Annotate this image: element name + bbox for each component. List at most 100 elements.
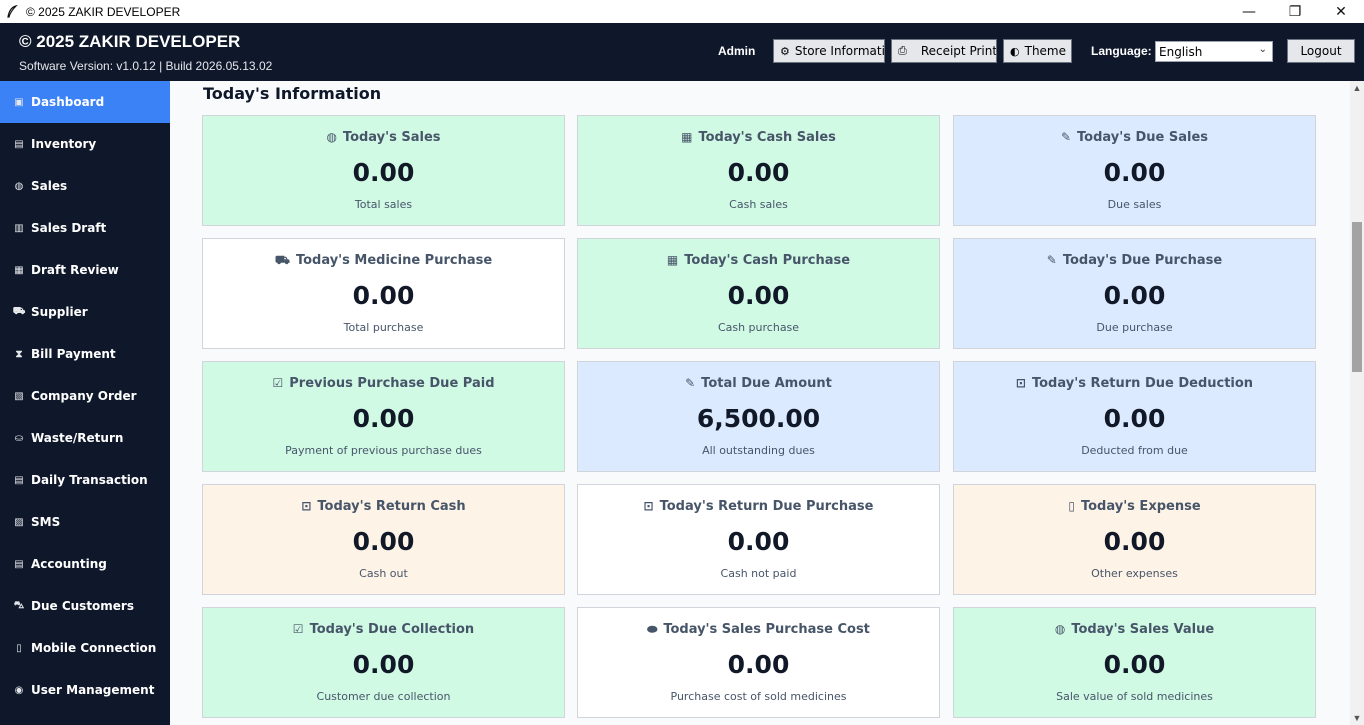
sidebar-item-due-customers[interactable]: ⛍ Due Customers — [0, 585, 170, 627]
card-today-s-return-due-purchase: ⊡ Today's Return Due Purchase 0.00 Cash not… — [577, 484, 940, 595]
window-title-bar: © 2025 ZAKIR DEVELOPER — ❐ ✕ — [0, 0, 1364, 23]
card-today-s-due-collection: ☑ Today's Due Collection 0.00 Customer due … — [202, 607, 565, 718]
sidebar-item-bill-payment[interactable]: ⧗ Bill Payment — [0, 333, 170, 375]
sidebar-supplier-icon: ⛟ — [12, 305, 26, 317]
card-today-s-due-purchase: ✎ Today's Due Purchase 0.00 Due purchase — [953, 238, 1316, 349]
receipt-print-button[interactable]: ⎙ Receipt Print — [891, 39, 997, 63]
store-information-button[interactable]: ⚙ Store Informatic — [773, 39, 885, 63]
expense-icon: ▯ — [1068, 499, 1075, 513]
sidebar-sales-draft-icon: ▥ — [14, 222, 24, 234]
card-title: ⬬ Today's Sales Purchase Cost — [578, 622, 939, 637]
sidebar-item-draft-review[interactable]: ▦ Draft Review — [0, 249, 170, 291]
sidebar-item-sales-draft[interactable]: ▥ Sales Draft — [0, 207, 170, 249]
sidebar-item-label: Bill Payment — [31, 347, 116, 361]
card-title-label: Today's Sales — [342, 130, 441, 145]
card-subtitle: Cash not paid — [720, 567, 797, 580]
card-subtitle: Sale value of sold medicines — [1056, 690, 1213, 703]
return-icon: ⊡ — [1015, 376, 1026, 390]
card-title: ◍ Today's Sales Value — [954, 622, 1315, 637]
card-subtitle: Cash sales — [729, 198, 788, 211]
card-title: ✎ Total Due Amount — [578, 376, 939, 391]
store-information-label: Store Informatic — [794, 44, 885, 58]
sidebar-item-inventory[interactable]: ▤ Inventory — [0, 123, 170, 165]
sidebar-item-label: Due Customers — [31, 599, 134, 613]
card-subtitle: Due sales — [1107, 198, 1162, 211]
card-subtitle: Other expenses — [1091, 567, 1178, 580]
card-title-label: Previous Purchase Due Paid — [289, 376, 495, 391]
restore-button[interactable]: ❐ — [1288, 3, 1302, 20]
printer-icon: ⎙ — [898, 44, 907, 57]
card-value: 0.00 — [1103, 527, 1166, 556]
card-title: ◍ Today's Sales — [203, 130, 564, 145]
sidebar-dashboard-icon: ▣ — [14, 96, 24, 108]
theme-label: Theme — [1024, 44, 1066, 58]
card-subtitle: Total sales — [354, 198, 413, 211]
dashboard-main: Today's Information ◍ Today's Sales 0.00 To… — [170, 81, 1350, 725]
sidebar-item-daily-transaction[interactable]: ▤ Daily Transaction — [0, 459, 170, 501]
pin-icon: ✎ — [1060, 130, 1072, 144]
sidebar-item-supplier[interactable]: ⛟ Supplier — [0, 291, 170, 333]
card-value: 0.00 — [352, 650, 415, 679]
logout-button[interactable]: Logout — [1287, 39, 1355, 63]
check-icon: ☑ — [292, 622, 304, 636]
scroll-up-arrow-icon[interactable]: ▲ — [1352, 83, 1362, 93]
sidebar-item-accounting[interactable]: ▤ Accounting — [0, 543, 170, 585]
sidebar-item-mobile-connection[interactable]: ▯ Mobile Connection — [0, 627, 170, 669]
card-value: 0.00 — [727, 527, 790, 556]
card-title-label: Today's Expense — [1080, 499, 1201, 514]
card-title: ☑ Previous Purchase Due Paid — [203, 376, 564, 391]
card-subtitle: Cash out — [359, 567, 408, 580]
card-title-label: Today's Return Due Purchase — [659, 499, 874, 514]
return-icon: ⊡ — [301, 499, 312, 513]
card-subtitle: Due purchase — [1096, 321, 1173, 334]
card-title-label: Today's Return Cash — [317, 499, 466, 514]
receipt-print-label: Receipt Print — [920, 44, 997, 58]
language-label: Language: — [1091, 44, 1152, 58]
card-total-due-amount: ✎ Total Due Amount 6,500.00 All outstanding… — [577, 361, 940, 472]
language-select[interactable]: English ⌄ — [1155, 41, 1273, 62]
app-feather-icon — [7, 4, 18, 18]
sidebar-item-waste-return[interactable]: ⛀ Waste/Return — [0, 417, 170, 459]
money-bag-icon: ◍ — [326, 130, 337, 144]
palette-icon: ◐ — [1010, 44, 1020, 58]
scrollbar-thumb[interactable] — [1352, 222, 1362, 372]
sidebar-company-order-icon: ▧ — [14, 390, 24, 402]
card-title-label: Today's Cash Purchase — [684, 253, 851, 268]
sidebar-item-label: Accounting — [31, 557, 107, 571]
card-value: 0.00 — [1103, 650, 1166, 679]
check-icon: ☑ — [272, 376, 284, 390]
sidebar-user-management-icon: ◉ — [14, 684, 24, 696]
card-previous-purchase-due-paid: ☑ Previous Purchase Due Paid 0.00 Payment o… — [202, 361, 565, 472]
card-subtitle: Cash purchase — [717, 321, 800, 334]
minimize-button[interactable]: — — [1242, 3, 1256, 20]
sidebar-item-user-management[interactable]: ◉ User Management — [0, 669, 170, 711]
pin-icon: ✎ — [685, 376, 696, 390]
card-title-label: Today's Return Due Deduction — [1031, 376, 1254, 391]
card-today-s-expense: ▯ Today's Expense 0.00 Other expenses — [953, 484, 1316, 595]
card-title: ▯ Today's Expense — [954, 499, 1315, 514]
card-value: 0.00 — [352, 158, 415, 187]
app-header: © 2025 ZAKIR DEVELOPER Software Version:… — [0, 23, 1364, 81]
sidebar-item-sales[interactable]: ◍ Sales — [0, 165, 170, 207]
cash-icon: ▦ — [666, 253, 679, 267]
close-button[interactable]: ✕ — [1335, 3, 1347, 20]
sidebar-item-label: Supplier — [31, 305, 88, 319]
card-title: ⛟ Today's Medicine Purchase — [203, 253, 564, 269]
card-title: ✎ Today's Due Purchase — [954, 253, 1315, 268]
sidebar-item-label: Dashboard — [31, 95, 105, 109]
card-title-label: Today's Due Purchase — [1062, 253, 1223, 268]
card-value: 0.00 — [1103, 404, 1166, 433]
vertical-scrollbar[interactable]: ▲ ▼ — [1350, 81, 1364, 725]
cart-icon: ⛟ — [274, 253, 290, 267]
sidebar-item-label: Waste/Return — [31, 431, 124, 445]
pill-icon: ⬬ — [647, 622, 658, 636]
sidebar-item-sms[interactable]: ▨ SMS — [0, 501, 170, 543]
theme-button[interactable]: ◐ Theme — [1003, 39, 1072, 63]
card-today-s-sales-value: ◍ Today's Sales Value 0.00 Sale value of so… — [953, 607, 1316, 718]
sidebar-item-dashboard[interactable]: ▣ Dashboard — [0, 81, 170, 123]
scroll-down-arrow-icon[interactable]: ▼ — [1352, 713, 1362, 723]
card-subtitle: Payment of previous purchase dues — [285, 444, 482, 457]
sidebar-waste-return-icon: ⛀ — [14, 432, 24, 444]
sidebar-item-label: Sales — [31, 179, 68, 193]
sidebar-item-company-order[interactable]: ▧ Company Order — [0, 375, 170, 417]
